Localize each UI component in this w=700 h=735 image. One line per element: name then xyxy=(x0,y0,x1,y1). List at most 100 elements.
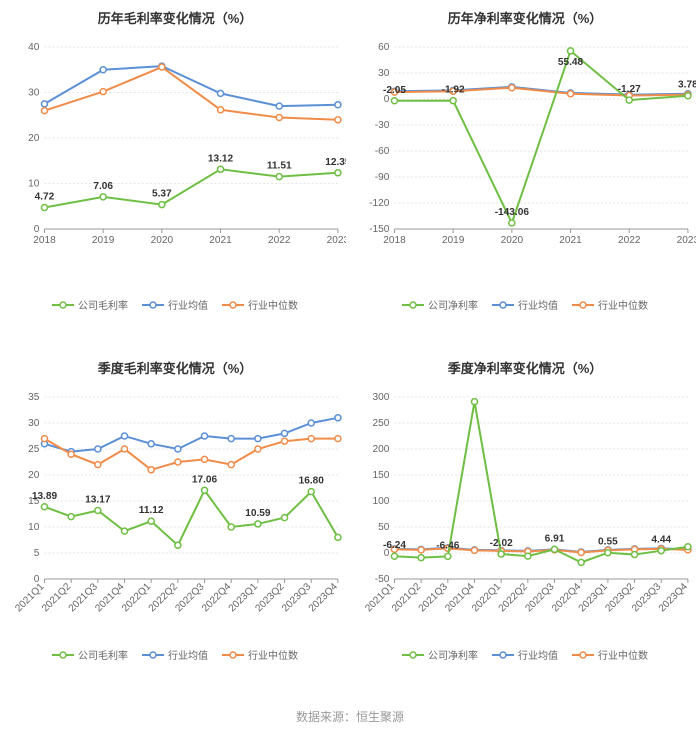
svg-text:2020: 2020 xyxy=(501,235,524,246)
legend-item: 行业均值 xyxy=(142,647,208,662)
svg-text:11.12: 11.12 xyxy=(139,505,164,516)
svg-text:2023: 2023 xyxy=(677,235,696,246)
legend-item: 公司毛利率 xyxy=(52,297,128,312)
legend-swatch-icon xyxy=(402,650,424,660)
svg-text:55.48: 55.48 xyxy=(558,57,584,68)
legend-swatch-icon xyxy=(142,300,164,310)
legend-swatch-icon xyxy=(492,650,514,660)
legend-item: 公司毛利率 xyxy=(52,647,128,662)
svg-text:2020: 2020 xyxy=(151,235,174,246)
svg-text:40: 40 xyxy=(28,42,40,53)
svg-text:2023Q4: 2023Q4 xyxy=(307,581,341,614)
svg-text:-60: -60 xyxy=(375,146,390,157)
svg-text:3.78: 3.78 xyxy=(678,80,696,91)
legend-swatch-icon xyxy=(402,300,424,310)
svg-text:10: 10 xyxy=(28,179,40,190)
legend-item: 公司净利率 xyxy=(402,647,478,662)
panel-annual-gross-margin: 历年毛利率变化情况（%） 010203040201820192020202120… xyxy=(0,0,350,350)
charts-grid: 历年毛利率变化情况（%） 010203040201820192020202120… xyxy=(0,0,700,700)
data-source-footer: 数据来源：恒生聚源 xyxy=(0,700,700,735)
svg-text:-120: -120 xyxy=(369,198,390,209)
svg-text:150: 150 xyxy=(373,470,390,481)
legend-label: 公司净利率 xyxy=(428,647,478,662)
svg-text:-2.05: -2.05 xyxy=(383,85,406,96)
chart-plot: -500501001502002503002021Q12021Q22021Q32… xyxy=(354,383,696,643)
chart-plot: 0102030402018201920202021202220234.727.0… xyxy=(4,33,346,293)
svg-text:4.72: 4.72 xyxy=(35,192,55,203)
svg-text:-143.06: -143.06 xyxy=(495,207,530,218)
svg-text:200: 200 xyxy=(373,444,390,455)
svg-text:7.06: 7.06 xyxy=(93,181,113,192)
svg-text:10: 10 xyxy=(28,522,40,533)
svg-text:-6.24: -6.24 xyxy=(383,540,406,551)
legend-item: 行业均值 xyxy=(142,297,208,312)
chart-title: 历年毛利率变化情况（%） xyxy=(4,8,346,27)
svg-text:30: 30 xyxy=(28,418,40,429)
svg-text:20: 20 xyxy=(28,133,40,144)
legend-label: 行业中位数 xyxy=(248,647,298,662)
panel-quarterly-gross-margin: 季度毛利率变化情况（%） 051015202530352021Q12021Q22… xyxy=(0,350,350,700)
legend-label: 行业均值 xyxy=(518,297,558,312)
legend-label: 行业均值 xyxy=(518,647,558,662)
svg-text:-30: -30 xyxy=(375,120,390,131)
legend-item: 公司净利率 xyxy=(402,297,478,312)
chart-legend: 公司毛利率 行业均值 行业中位数 xyxy=(4,647,346,662)
svg-text:-90: -90 xyxy=(375,172,390,183)
svg-text:12.35: 12.35 xyxy=(325,157,346,168)
chart-title: 历年净利率变化情况（%） xyxy=(354,8,696,27)
svg-text:35: 35 xyxy=(28,392,40,403)
legend-label: 公司净利率 xyxy=(428,297,478,312)
svg-text:30: 30 xyxy=(378,68,390,79)
svg-text:10.59: 10.59 xyxy=(245,508,271,519)
svg-text:2018: 2018 xyxy=(383,235,406,246)
svg-text:-1.27: -1.27 xyxy=(618,84,641,95)
svg-text:20: 20 xyxy=(28,470,40,481)
panel-annual-net-margin: 历年净利率变化情况（%） -150-120-90-60-300306020182… xyxy=(350,0,700,350)
legend-swatch-icon xyxy=(52,650,74,660)
svg-text:2023: 2023 xyxy=(327,235,346,246)
svg-text:-6.46: -6.46 xyxy=(436,540,459,551)
svg-text:13.12: 13.12 xyxy=(208,153,234,164)
chart-plot: -150-120-90-60-3003060201820192020202120… xyxy=(354,33,696,293)
svg-text:2021: 2021 xyxy=(559,235,582,246)
legend-item: 行业均值 xyxy=(492,647,558,662)
svg-text:11.51: 11.51 xyxy=(267,161,292,172)
svg-text:2018: 2018 xyxy=(33,235,56,246)
legend-item: 行业中位数 xyxy=(572,297,648,312)
legend-swatch-icon xyxy=(52,300,74,310)
svg-text:5.37: 5.37 xyxy=(152,189,172,200)
svg-text:50: 50 xyxy=(378,522,390,533)
legend-item: 行业中位数 xyxy=(572,647,648,662)
svg-text:4.44: 4.44 xyxy=(651,535,671,546)
legend-label: 行业均值 xyxy=(168,647,208,662)
svg-text:60: 60 xyxy=(378,42,390,53)
svg-text:2023Q4: 2023Q4 xyxy=(657,581,691,614)
svg-text:100: 100 xyxy=(373,496,390,507)
svg-text:5: 5 xyxy=(34,548,40,559)
legend-swatch-icon xyxy=(492,300,514,310)
chart-legend: 公司净利率 行业均值行业中位数 xyxy=(354,297,696,312)
svg-text:0.55: 0.55 xyxy=(598,537,618,548)
chart-title: 季度净利率变化情况（%） xyxy=(354,358,696,377)
chart-title: 季度毛利率变化情况（%） xyxy=(4,358,346,377)
svg-text:-150: -150 xyxy=(369,224,390,235)
legend-swatch-icon xyxy=(142,650,164,660)
legend-item: 行业均值 xyxy=(492,297,558,312)
chart-plot: 051015202530352021Q12021Q22021Q32021Q420… xyxy=(4,383,346,643)
legend-swatch-icon xyxy=(572,300,594,310)
legend-item: 行业中位数 xyxy=(222,647,298,662)
svg-text:30: 30 xyxy=(28,88,40,99)
svg-text:13.89: 13.89 xyxy=(32,491,58,502)
svg-text:2021: 2021 xyxy=(209,235,232,246)
legend-label: 行业均值 xyxy=(168,297,208,312)
legend-label: 行业中位数 xyxy=(248,297,298,312)
legend-label: 公司毛利率 xyxy=(78,647,128,662)
svg-text:2022: 2022 xyxy=(618,235,641,246)
legend-swatch-icon xyxy=(222,300,244,310)
svg-text:300: 300 xyxy=(373,392,390,403)
legend-item: 行业中位数 xyxy=(222,297,298,312)
svg-text:16.80: 16.80 xyxy=(299,476,325,487)
svg-text:-2.02: -2.02 xyxy=(490,538,513,549)
svg-text:2022: 2022 xyxy=(268,235,291,246)
legend-label: 公司毛利率 xyxy=(78,297,128,312)
